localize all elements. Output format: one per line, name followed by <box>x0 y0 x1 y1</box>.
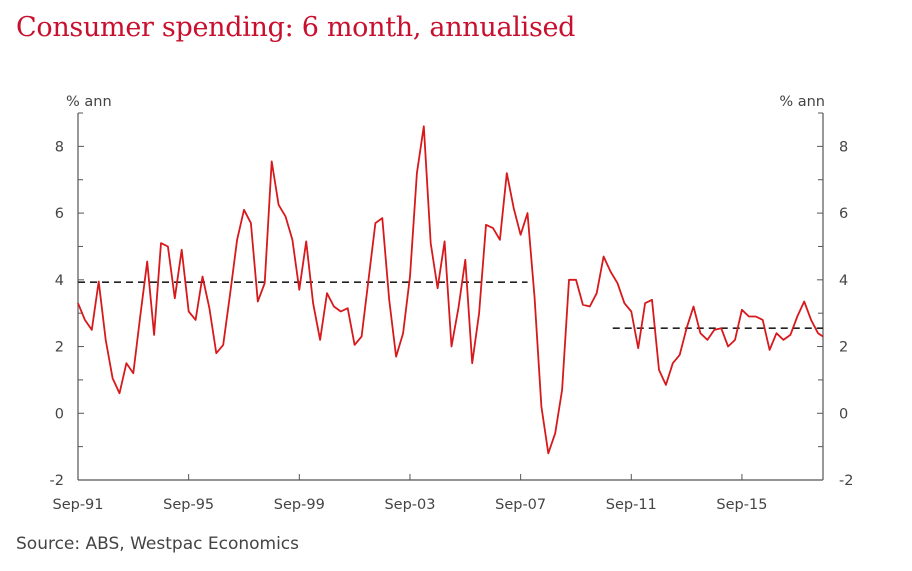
chart-source: Source: ABS, Westpac Economics <box>16 534 300 554</box>
y-tick-label-right: -2 <box>839 473 853 489</box>
average-lines <box>78 281 823 329</box>
x-tick-label: Sep-15 <box>716 497 767 513</box>
series-layer <box>77 125 824 455</box>
x-tick-label: Sep-91 <box>52 497 103 513</box>
x-tick-label: Sep-07 <box>495 497 546 513</box>
y-tick-label-right: 6 <box>839 206 848 222</box>
y-tick-label-left: 8 <box>55 139 64 155</box>
y-axis-label-right: % ann <box>779 94 825 110</box>
series-line-consumer-spending <box>77 125 824 455</box>
x-tick-label: Sep-95 <box>163 497 214 513</box>
y-tick-label-right: 2 <box>839 340 848 356</box>
x-tick-label: Sep-11 <box>606 497 657 513</box>
y-tick-label-right: 8 <box>839 139 848 155</box>
y-tick-label-left: 4 <box>55 273 64 289</box>
y-tick-label-right: 0 <box>839 406 848 422</box>
x-tick-label: Sep-99 <box>274 497 325 513</box>
y-tick-label-left: 6 <box>55 206 64 222</box>
y-axis-label-left: % ann <box>66 94 112 110</box>
y-tick-label-left: -2 <box>50 473 64 489</box>
y-tick-label-left: 2 <box>55 340 64 356</box>
chart-axes <box>77 112 824 481</box>
chart-title: Consumer spending: 6 month, annualised <box>16 12 576 43</box>
chart-labels: -2 -2 0 0 2 2 4 4 6 6 8 8 % ann % ann Sep-91 Sep-95 Sep-… <box>50 94 854 513</box>
x-tick-label: Sep-03 <box>384 497 435 513</box>
y-tick-label-right: 4 <box>839 273 848 289</box>
y-tick-label-left: 0 <box>55 406 64 422</box>
